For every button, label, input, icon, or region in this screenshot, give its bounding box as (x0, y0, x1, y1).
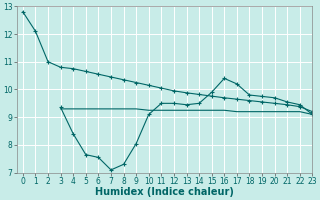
X-axis label: Humidex (Indice chaleur): Humidex (Indice chaleur) (95, 187, 234, 197)
